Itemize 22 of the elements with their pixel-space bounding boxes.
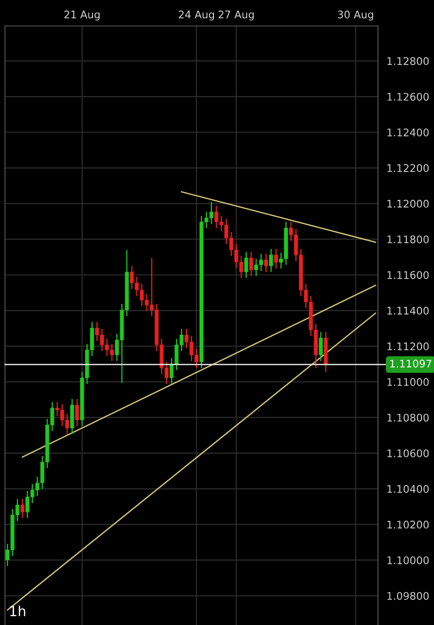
y-tick-label: 1.11600 xyxy=(387,271,429,279)
ref-line-label: 1.11097 xyxy=(390,360,432,368)
y-tick-label: 1.11800 xyxy=(387,235,429,244)
y-tick-label: 1.12400 xyxy=(387,128,429,136)
y-tick-label: 1.11000 xyxy=(387,378,429,386)
y-tick-label: 1.12800 xyxy=(387,57,429,66)
y-tick-label: 1.11400 xyxy=(387,306,429,315)
y-tick-label: 1.12600 xyxy=(387,92,429,101)
y-tick-label: 1.10200 xyxy=(387,520,429,529)
y-tick-label: 1.10800 xyxy=(387,414,429,422)
x-tick-label: 24 Aug xyxy=(178,10,214,20)
y-tick-label: 1.12200 xyxy=(387,164,429,172)
y-tick-label: 1.09800 xyxy=(387,592,429,600)
y-tick-label: 1.12000 xyxy=(387,200,429,208)
x-tick-label: 27 Aug xyxy=(218,10,254,20)
annotation: 1h xyxy=(10,606,26,616)
y-tick-label: 1.11200 xyxy=(387,342,429,350)
y-tick-label: 1.10000 xyxy=(387,556,429,564)
y-tick-label: 1.10600 xyxy=(387,449,429,458)
x-tick-label: 21 Aug xyxy=(64,10,100,20)
x-tick-label: 30 Aug xyxy=(338,10,374,20)
y-tick-label: 1.10400 xyxy=(387,485,429,493)
